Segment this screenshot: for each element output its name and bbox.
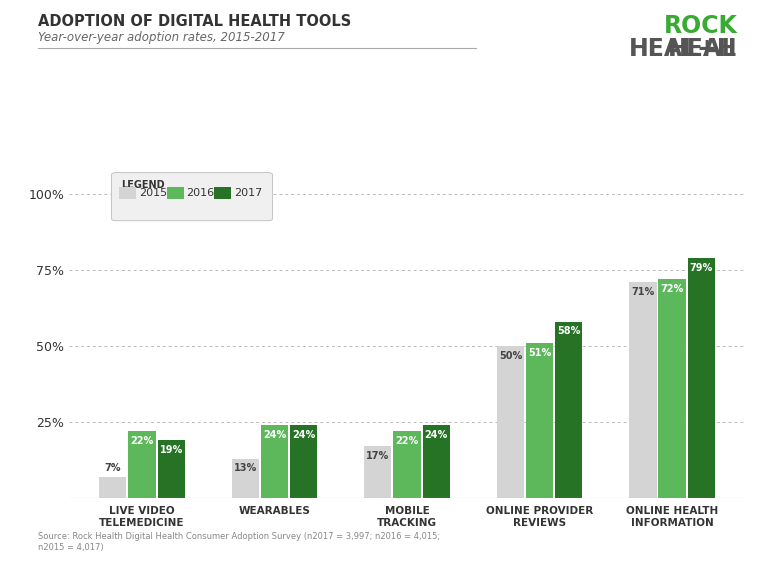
Text: 22%: 22% — [131, 436, 154, 446]
Text: 50%: 50% — [498, 351, 522, 361]
Text: 51%: 51% — [528, 348, 551, 358]
Bar — [99, 477, 127, 498]
Text: 13%: 13% — [233, 463, 257, 473]
Text: ADOPTION OF DIGITAL HEALTH TOOLS: ADOPTION OF DIGITAL HEALTH TOOLS — [38, 14, 352, 29]
Bar — [422, 425, 450, 498]
Text: 24%: 24% — [425, 430, 448, 440]
Bar — [232, 458, 259, 498]
Text: 58%: 58% — [557, 327, 581, 336]
Bar — [526, 343, 553, 498]
Text: 17%: 17% — [366, 451, 389, 461]
Bar — [629, 282, 657, 498]
Text: 2017: 2017 — [234, 188, 263, 198]
Bar — [290, 425, 317, 498]
Text: 19%: 19% — [160, 445, 183, 455]
Bar — [157, 440, 185, 498]
Text: 71%: 71% — [631, 287, 654, 297]
Bar — [393, 431, 421, 498]
Bar — [658, 279, 686, 498]
Text: LEGEND: LEGEND — [121, 180, 165, 190]
Text: 79%: 79% — [690, 263, 713, 272]
Text: Year-over-year adoption rates, 2015-2017: Year-over-year adoption rates, 2015-2017 — [38, 31, 285, 44]
Text: HEAL+H: HEAL+H — [629, 37, 737, 61]
Bar — [261, 425, 288, 498]
Text: HEAL: HEAL — [668, 37, 737, 61]
Text: ROCK: ROCK — [664, 14, 737, 38]
Text: 2015: 2015 — [139, 188, 167, 198]
Bar — [497, 346, 524, 498]
Text: 2016: 2016 — [187, 188, 215, 198]
Bar — [555, 322, 582, 498]
Text: 7%: 7% — [104, 463, 121, 473]
Text: 24%: 24% — [263, 430, 286, 440]
Text: 72%: 72% — [660, 284, 684, 294]
Text: HEAL+H: HEAL+H — [629, 37, 737, 61]
Bar — [687, 258, 715, 498]
Bar — [364, 447, 392, 498]
Text: 22%: 22% — [396, 436, 419, 446]
Text: Source: Rock Health Digital Health Consumer Adoption Survey (n2017 = 3,997; n201: Source: Rock Health Digital Health Consu… — [38, 533, 441, 552]
Text: 24%: 24% — [292, 430, 316, 440]
Bar — [128, 431, 156, 498]
